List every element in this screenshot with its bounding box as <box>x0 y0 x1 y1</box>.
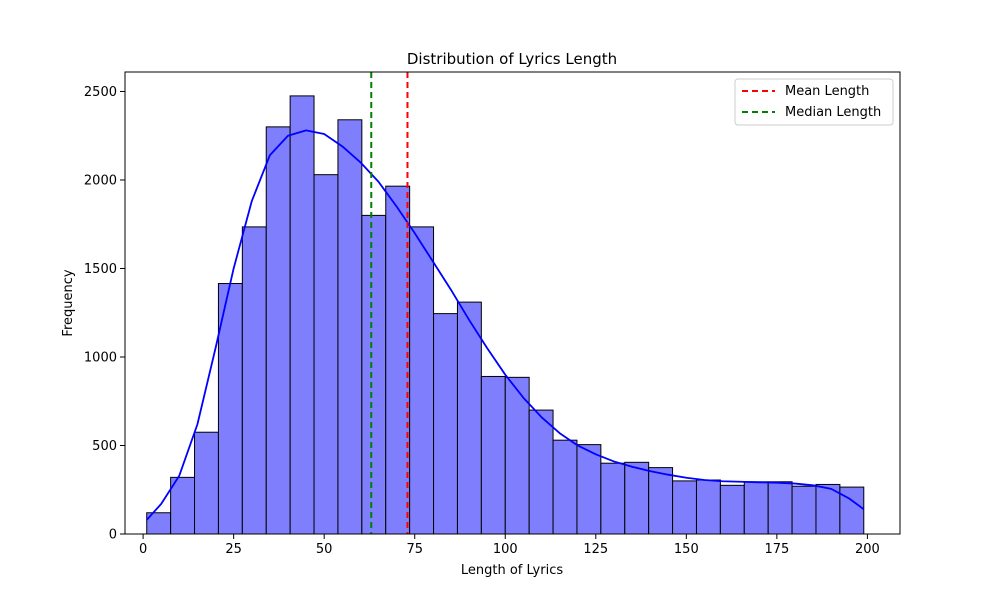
histogram-bar <box>265 126 291 535</box>
histogram-bar <box>409 226 435 535</box>
x-tick-label: 125 <box>583 542 608 557</box>
plot-frame <box>124 71 901 535</box>
histogram-bar <box>672 480 697 535</box>
x-tick-label: 50 <box>316 542 333 557</box>
y-tick-label: 1500 <box>84 262 117 277</box>
y-axis-label: Frequency <box>61 269 76 336</box>
x-tick-label: 150 <box>674 542 699 557</box>
histogram-bar <box>839 486 865 535</box>
x-tick-label: 0 <box>139 542 147 557</box>
x-tick-label: 75 <box>406 542 423 557</box>
histogram-bar <box>361 214 387 535</box>
histogram-bar <box>289 95 315 535</box>
x-axis-ticks: 0 25 50 75 100 125 150 175 200 <box>139 534 880 557</box>
histogram-bar <box>624 461 650 535</box>
x-tick-label: 200 <box>855 542 880 557</box>
legend-mean-label: Mean Length <box>785 84 869 99</box>
histogram-bar <box>241 226 267 535</box>
y-tick-label: 2500 <box>84 85 117 100</box>
kde-curve <box>146 129 865 521</box>
bars-group <box>146 95 865 535</box>
histogram-bar <box>385 185 411 535</box>
x-axis-label: Length of Lyrics <box>461 563 563 578</box>
histogram-bar <box>337 119 363 535</box>
x-tick-label: 175 <box>764 542 789 557</box>
chart-title: Distribution of Lyrics Length <box>407 50 617 68</box>
histogram-bar <box>791 485 817 535</box>
histogram-bar <box>743 481 769 535</box>
y-tick-label: 500 <box>92 439 117 454</box>
histogram-bar <box>456 301 482 535</box>
histogram-bar <box>552 439 578 535</box>
histogram-bar <box>433 313 458 535</box>
y-tick-label: 1000 <box>84 350 117 365</box>
histogram-bar <box>767 481 793 535</box>
x-tick-label: 25 <box>225 542 242 557</box>
histogram-bar <box>170 476 196 535</box>
histogram-bar <box>600 462 626 535</box>
x-tick-label: 100 <box>493 542 518 557</box>
histogram-bar <box>695 479 721 535</box>
y-tick-label: 2000 <box>84 173 117 188</box>
histogram-bar <box>194 431 219 535</box>
histogram-bar <box>528 409 554 535</box>
reference-lines-group <box>370 72 409 534</box>
histogram-bar <box>480 375 506 535</box>
legend: Mean Length Median Length <box>734 78 894 126</box>
y-tick-label: 0 <box>109 528 117 543</box>
histogram-bar <box>648 467 674 535</box>
kde-group <box>146 129 865 521</box>
histogram-bar <box>313 174 339 535</box>
histogram-bar <box>719 484 745 535</box>
y-axis-ticks: 0 500 1000 1500 2000 2500 <box>84 85 125 543</box>
histogram-bar <box>576 444 602 535</box>
legend-median-label: Median Length <box>785 105 881 120</box>
